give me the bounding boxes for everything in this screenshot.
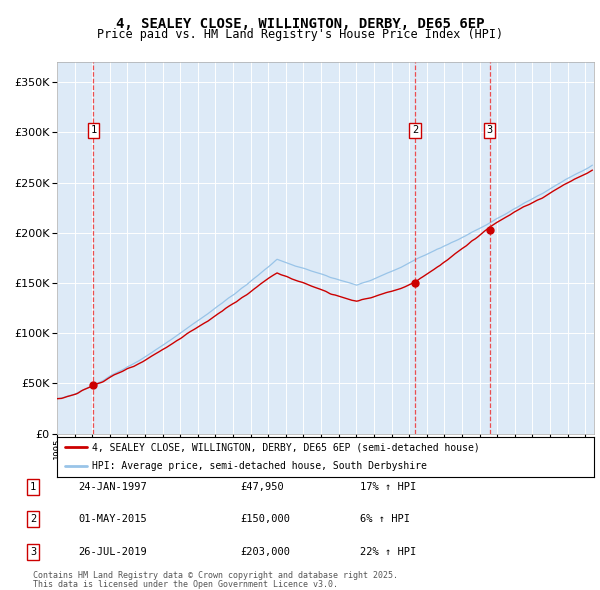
Text: 3: 3 bbox=[487, 125, 493, 135]
Text: 3: 3 bbox=[30, 547, 36, 556]
Text: 1: 1 bbox=[91, 125, 97, 135]
Text: This data is licensed under the Open Government Licence v3.0.: This data is licensed under the Open Gov… bbox=[33, 579, 338, 589]
Text: £203,000: £203,000 bbox=[240, 547, 290, 556]
Text: 1: 1 bbox=[30, 482, 36, 491]
Text: Contains HM Land Registry data © Crown copyright and database right 2025.: Contains HM Land Registry data © Crown c… bbox=[33, 571, 398, 580]
Text: 01-MAY-2015: 01-MAY-2015 bbox=[78, 514, 147, 524]
Text: 4, SEALEY CLOSE, WILLINGTON, DERBY, DE65 6EP (semi-detached house): 4, SEALEY CLOSE, WILLINGTON, DERBY, DE65… bbox=[92, 442, 479, 453]
Text: 6% ↑ HPI: 6% ↑ HPI bbox=[360, 514, 410, 524]
Text: 24-JAN-1997: 24-JAN-1997 bbox=[78, 482, 147, 491]
Text: 26-JUL-2019: 26-JUL-2019 bbox=[78, 547, 147, 556]
Text: Price paid vs. HM Land Registry's House Price Index (HPI): Price paid vs. HM Land Registry's House … bbox=[97, 28, 503, 41]
Text: 4, SEALEY CLOSE, WILLINGTON, DERBY, DE65 6EP: 4, SEALEY CLOSE, WILLINGTON, DERBY, DE65… bbox=[116, 17, 484, 31]
Text: £47,950: £47,950 bbox=[240, 482, 284, 491]
Text: 2: 2 bbox=[30, 514, 36, 524]
Text: HPI: Average price, semi-detached house, South Derbyshire: HPI: Average price, semi-detached house,… bbox=[92, 461, 427, 471]
Text: £150,000: £150,000 bbox=[240, 514, 290, 524]
Text: 22% ↑ HPI: 22% ↑ HPI bbox=[360, 547, 416, 556]
Text: 17% ↑ HPI: 17% ↑ HPI bbox=[360, 482, 416, 491]
Text: 2: 2 bbox=[412, 125, 418, 135]
